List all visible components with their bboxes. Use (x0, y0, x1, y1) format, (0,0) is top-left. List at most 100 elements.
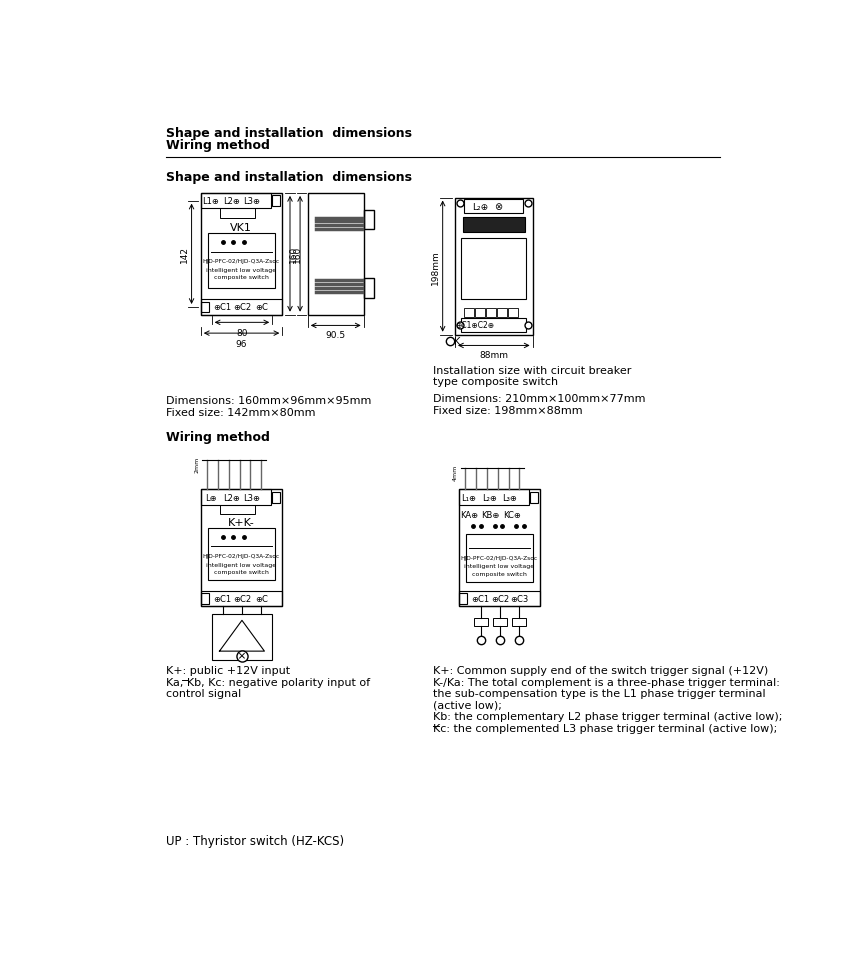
Text: Fixed size: 142mm×80mm: Fixed size: 142mm×80mm (166, 407, 316, 418)
Text: 160: 160 (289, 246, 298, 263)
Text: 2mm: 2mm (194, 456, 199, 473)
Bar (513, 618, 526, 627)
Text: HJD-PFC-02/HJD-Q3A-Zsoc: HJD-PFC-02/HJD-Q3A-Zsoc (461, 555, 538, 560)
Bar (464, 200, 523, 213)
Text: Dimensions: 210mm×100mm×77mm: Dimensions: 210mm×100mm×77mm (433, 394, 646, 404)
Bar (462, 318, 526, 333)
Bar (459, 490, 540, 606)
Bar (201, 591, 282, 606)
Bar (220, 505, 255, 514)
Bar (201, 194, 282, 315)
Bar (201, 303, 210, 313)
Text: HJD-PFC-02/HJD-Q3A-Zsoc: HJD-PFC-02/HJD-Q3A-Zsoc (203, 554, 280, 558)
Bar (201, 194, 271, 209)
Text: Wiring method: Wiring method (166, 138, 270, 152)
Text: Kb: the complementary L2 phase trigger terminal (active low);: Kb: the complementary L2 phase trigger t… (433, 711, 783, 722)
Bar (220, 209, 255, 218)
Bar (455, 198, 532, 335)
Text: Shape and installation  dimensions: Shape and installation dimensions (166, 171, 412, 184)
Text: 4mm: 4mm (452, 464, 457, 480)
Text: L1⊕: L1⊕ (203, 197, 219, 206)
Bar (272, 196, 280, 207)
Text: (active low);: (active low); (433, 700, 502, 710)
Text: Wiring method: Wiring method (166, 431, 270, 444)
Text: ⊕C1: ⊕C1 (213, 595, 231, 604)
Text: the sub-compensation type is the L1 phase trigger terminal: the sub-compensation type is the L1 phas… (433, 688, 766, 699)
Text: UP : Thyristor switch (HZ-KCS): UP : Thyristor switch (HZ-KCS) (166, 834, 344, 848)
Text: L3⊕: L3⊕ (243, 197, 260, 206)
Bar (459, 594, 468, 604)
Text: L2⊕: L2⊕ (223, 197, 240, 206)
Bar (211, 614, 272, 660)
Bar (464, 308, 475, 318)
Text: Kc: the complemented L3 phase trigger terminal (active low);: Kc: the complemented L3 phase trigger te… (433, 723, 778, 733)
Bar (530, 492, 538, 503)
Text: 198mm: 198mm (432, 250, 440, 284)
Bar (201, 490, 282, 606)
Text: ⊕C2: ⊕C2 (233, 595, 251, 604)
Text: Dimensions: 160mm×96mm×95mm: Dimensions: 160mm×96mm×95mm (166, 396, 371, 407)
Text: KA⊕: KA⊕ (460, 510, 478, 519)
Text: ⊕C2: ⊕C2 (491, 595, 509, 604)
Text: type composite switch: type composite switch (433, 377, 558, 387)
Text: HJD-PFC-02/HJD-Q3A-Zsoc: HJD-PFC-02/HJD-Q3A-Zsoc (203, 259, 280, 264)
Text: ⊕C1: ⊕C1 (213, 303, 231, 312)
Bar (493, 618, 507, 627)
Text: L₁⊕: L₁⊕ (462, 493, 476, 502)
Text: Installation size with circuit breaker: Installation size with circuit breaker (433, 365, 632, 376)
Bar (201, 490, 271, 505)
Text: KC⊕: KC⊕ (503, 510, 521, 519)
Bar (497, 308, 507, 318)
Text: VK1: VK1 (230, 223, 252, 233)
Text: K+K-: K+K- (228, 517, 255, 528)
Text: intelligent low voltage: intelligent low voltage (206, 562, 276, 567)
Text: intelligent low voltage: intelligent low voltage (206, 267, 276, 272)
Text: control signal: control signal (166, 688, 242, 699)
Bar (476, 308, 485, 318)
Bar (459, 591, 540, 606)
Bar (363, 210, 375, 230)
Text: KB⊕: KB⊕ (482, 510, 500, 519)
Text: ⊕C: ⊕C (255, 303, 268, 312)
Text: composite switch: composite switch (214, 570, 268, 575)
Text: Ka, Kb, Kc: negative polarity input of: Ka, Kb, Kc: negative polarity input of (166, 677, 370, 687)
Text: composite switch: composite switch (214, 275, 268, 280)
Text: L₃⊕: L₃⊕ (502, 493, 517, 502)
Bar (201, 594, 210, 604)
Text: Shape and installation  dimensions: Shape and installation dimensions (166, 127, 412, 140)
Bar (459, 490, 530, 505)
Text: intelligent low voltage: intelligent low voltage (464, 563, 534, 569)
Text: ⊕C: ⊕C (255, 595, 268, 604)
Bar (208, 234, 275, 289)
Text: K: K (454, 336, 460, 347)
Text: L3⊕: L3⊕ (243, 493, 260, 502)
Text: L2⊕: L2⊕ (223, 493, 240, 502)
Text: 90.5: 90.5 (325, 331, 346, 339)
Text: composite switch: composite switch (472, 571, 526, 577)
Text: 160: 160 (293, 246, 302, 263)
Text: Fixed size: 198mm×88mm: Fixed size: 198mm×88mm (433, 406, 583, 415)
Text: L₂⊕: L₂⊕ (482, 493, 496, 502)
Text: L⊕: L⊕ (205, 493, 217, 502)
Bar (463, 217, 525, 233)
Text: 142: 142 (180, 246, 189, 263)
Bar (474, 618, 488, 627)
Bar (462, 238, 526, 300)
Bar (308, 194, 363, 315)
Text: ⊕C2: ⊕C2 (233, 303, 251, 312)
Bar (363, 279, 375, 298)
Text: K+: public +12V input: K+: public +12V input (166, 665, 290, 676)
Bar (208, 529, 275, 580)
Text: 88mm: 88mm (479, 351, 508, 359)
Text: ⊕C1⊕C2⊕: ⊕C1⊕C2⊕ (455, 321, 494, 330)
Bar (201, 300, 282, 315)
Bar (507, 308, 518, 318)
Text: ⊗: ⊗ (494, 202, 501, 211)
Text: 80: 80 (236, 329, 248, 337)
Text: 96: 96 (236, 339, 247, 348)
Bar (466, 534, 533, 582)
Bar (486, 308, 496, 318)
Text: K-/Ka: The total complement is a three-phase trigger terminal:: K-/Ka: The total complement is a three-p… (433, 677, 780, 687)
Text: L₂⊕: L₂⊕ (472, 203, 488, 211)
Text: K+: Common supply end of the switch trigger signal (+12V): K+: Common supply end of the switch trig… (433, 665, 769, 676)
